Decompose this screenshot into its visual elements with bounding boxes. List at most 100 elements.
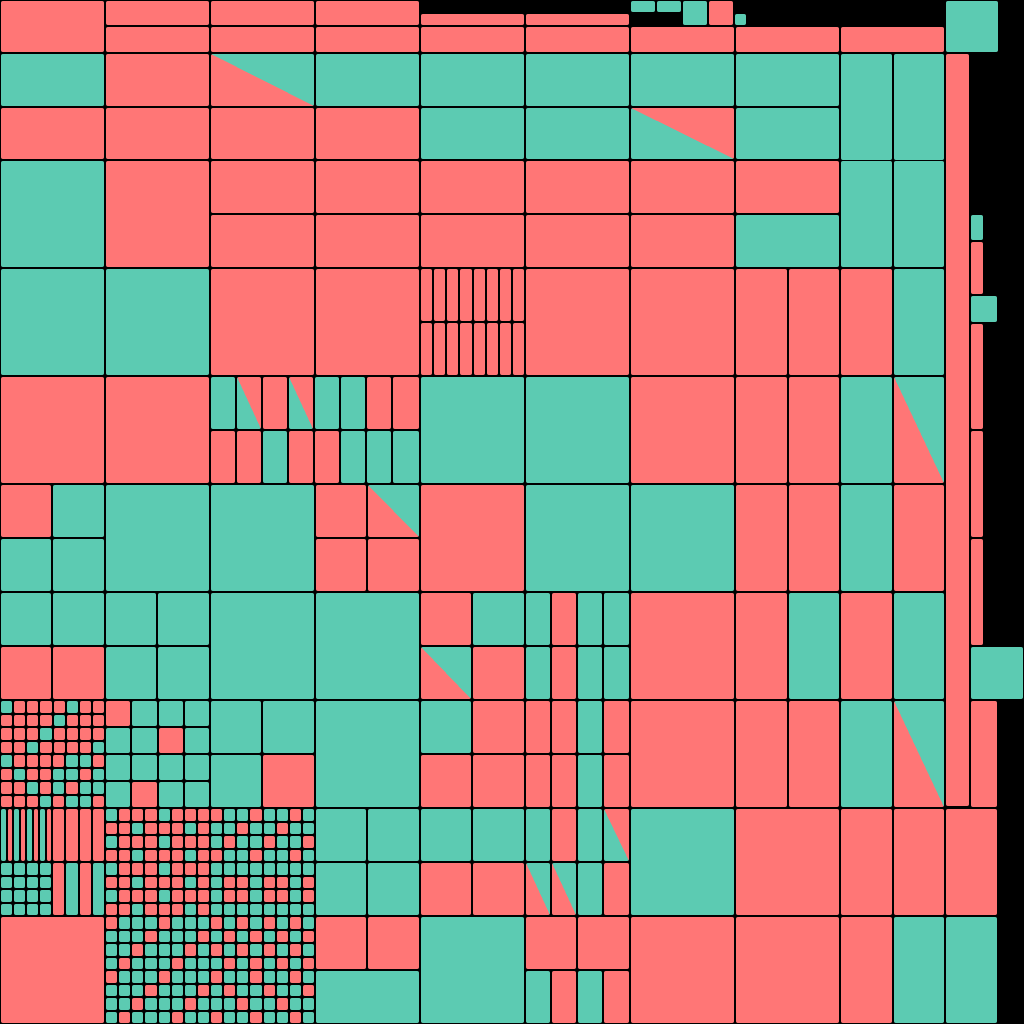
mosaic-small-tile xyxy=(79,701,91,713)
mosaic-small-tile xyxy=(263,863,275,875)
mosaic-stripe xyxy=(79,863,91,915)
mosaic-tile xyxy=(1,269,104,375)
mosaic-small-tile xyxy=(158,822,170,834)
mosaic-small-tile xyxy=(211,957,223,969)
mosaic-small-tile xyxy=(145,890,157,902)
mosaic-small-tile xyxy=(263,836,275,848)
mosaic-small-tile xyxy=(158,903,170,915)
mosaic-small-tile xyxy=(276,863,288,875)
mosaic-tile xyxy=(316,971,419,1023)
mosaic-small-tile xyxy=(158,957,170,969)
mosaic-tile xyxy=(316,593,419,699)
mosaic-small-tile xyxy=(158,836,170,848)
mosaic-small-tile xyxy=(119,863,131,875)
mosaic-small-tile xyxy=(106,782,131,807)
mosaic-stripe xyxy=(486,269,498,321)
mosaic-small-tile xyxy=(237,836,249,848)
mosaic-stripe xyxy=(27,809,32,861)
mosaic-small-tile xyxy=(289,822,301,834)
mosaic-small-tile xyxy=(106,863,118,875)
mosaic-tile xyxy=(946,809,997,915)
mosaic-small-tile xyxy=(263,944,275,956)
mosaic-small-tile xyxy=(27,741,39,753)
mosaic-tile xyxy=(1,593,51,645)
mosaic-small-tile xyxy=(66,782,78,794)
mosaic-small-tile xyxy=(119,1011,131,1023)
mosaic-tile xyxy=(604,647,629,699)
mosaic-small-tile xyxy=(14,728,26,740)
mosaic-tile xyxy=(841,161,892,267)
mosaic-tile xyxy=(53,485,104,537)
mosaic-tile xyxy=(631,1,655,12)
mosaic-tile xyxy=(211,377,235,429)
mosaic-tile xyxy=(552,809,576,861)
mosaic-small-tile xyxy=(237,890,249,902)
mosaic-small-tile xyxy=(145,998,157,1010)
mosaic-tile xyxy=(631,27,734,52)
mosaic-small-tile xyxy=(92,768,104,780)
mosaic-small-tile xyxy=(27,728,39,740)
mosaic-small-tile xyxy=(184,984,196,996)
mosaic-small-tile xyxy=(263,917,275,929)
mosaic-tile xyxy=(631,593,734,699)
mosaic-small-tile xyxy=(158,701,183,726)
mosaic-small-tile xyxy=(276,903,288,915)
mosaic-tile xyxy=(473,755,524,807)
mosaic-small-tile xyxy=(211,917,223,929)
mosaic-small-tile xyxy=(27,890,38,902)
mosaic-small-tile xyxy=(40,782,51,794)
mosaic-small-tile xyxy=(66,714,78,726)
mosaic-tile xyxy=(368,809,419,861)
mosaic-stripe xyxy=(53,863,65,915)
mosaic-tile xyxy=(106,27,209,52)
mosaic-tile xyxy=(421,108,524,159)
mosaic-tile xyxy=(736,917,839,1023)
mosaic-tile xyxy=(526,593,550,645)
mosaic-tile-diagonal xyxy=(894,701,944,807)
mosaic-small-tile xyxy=(224,890,236,902)
mosaic-tile xyxy=(316,269,419,375)
mosaic-tile xyxy=(421,377,524,483)
mosaic-small-tile xyxy=(237,1011,249,1023)
mosaic-small-tile xyxy=(302,998,314,1010)
mosaic-tile xyxy=(316,54,419,106)
mosaic-tile xyxy=(1,161,104,267)
mosaic-small-tile xyxy=(276,836,288,848)
mosaic-small-tile xyxy=(40,714,52,726)
mosaic-small-tile xyxy=(197,863,209,875)
mosaic-small-tile xyxy=(14,795,25,807)
mosaic-small-tile xyxy=(171,863,183,875)
mosaic-small-tile xyxy=(276,1011,288,1023)
mosaic-tile xyxy=(894,917,944,1023)
mosaic-tile-diagonal xyxy=(421,647,471,699)
mosaic-tile xyxy=(367,377,391,429)
mosaic-small-tile xyxy=(197,890,209,902)
mosaic-small-tile xyxy=(171,971,183,983)
mosaic-small-tile xyxy=(66,741,78,753)
mosaic-tile xyxy=(631,917,734,1023)
mosaic-small-tile xyxy=(132,971,144,983)
mosaic-small-tile xyxy=(106,755,131,780)
mosaic-small-tile xyxy=(92,741,104,753)
mosaic-small-tile xyxy=(1,741,13,753)
mosaic-small-tile xyxy=(106,1011,118,1023)
mosaic-small-tile xyxy=(263,849,275,861)
mosaic-tile xyxy=(368,863,419,915)
mosaic-small-tile xyxy=(27,863,38,875)
mosaic-small-tile xyxy=(119,876,131,888)
mosaic-small-tile xyxy=(237,971,249,983)
mosaic-tile xyxy=(211,108,314,159)
mosaic-small-tile xyxy=(289,890,301,902)
mosaic-tile xyxy=(316,809,366,861)
mosaic-small-tile xyxy=(276,984,288,996)
mosaic-small-tile xyxy=(14,863,25,875)
mosaic-small-tile xyxy=(171,984,183,996)
mosaic-small-tile xyxy=(211,809,223,821)
mosaic-small-tile xyxy=(132,944,144,956)
mosaic-tile xyxy=(315,377,339,429)
mosaic-tile xyxy=(211,269,314,375)
mosaic-small-tile xyxy=(145,957,157,969)
mosaic-tile xyxy=(211,27,314,52)
mosaic-tile xyxy=(578,809,602,861)
mosaic-small-tile xyxy=(92,755,104,767)
